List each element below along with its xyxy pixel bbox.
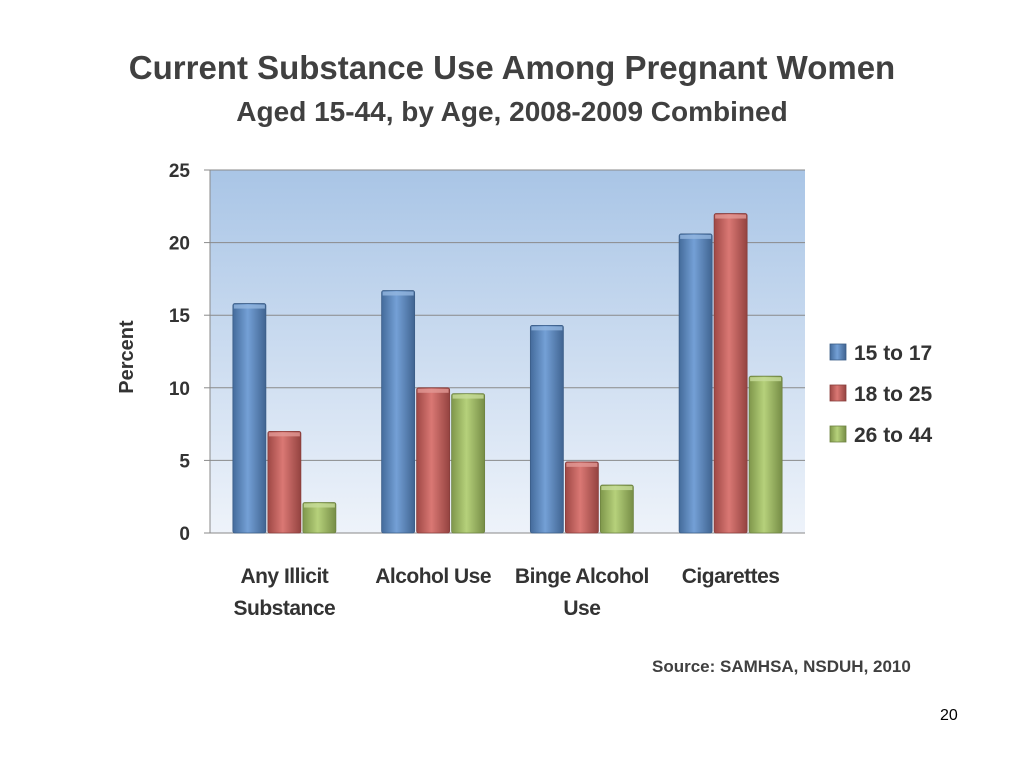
bar-26-to-44-3 (748, 375, 783, 534)
bar-bevel (750, 377, 782, 382)
chart-title: Current Substance Use Among Pregnant Wom… (128, 49, 896, 86)
y-tick-label: 5 (179, 451, 190, 472)
x-category-label: Alcohol Use (375, 565, 491, 588)
x-category-label: Cigarettes (682, 565, 780, 588)
bar-bevel (680, 234, 712, 239)
bar-bevel (566, 462, 598, 467)
legend-swatch (829, 343, 847, 361)
bar-bevel (601, 486, 633, 491)
axis-labels: 0 5 10 15 20 25 Percent Any Illicit Substance Alc… (116, 161, 780, 620)
bar-15-to-17-1 (381, 290, 416, 534)
bar-26-to-44-0 (302, 502, 337, 534)
bar-26-to-44-1 (451, 393, 486, 534)
y-tick-label: 20 (169, 234, 190, 255)
bar-bevel (531, 326, 563, 331)
y-tick-label: 15 (169, 306, 191, 327)
bar-15-to-17-3 (678, 233, 713, 534)
legend-swatch (829, 384, 847, 402)
chart-subtitle: Aged 15-44, by Age, 2008-2009 Combined (236, 96, 788, 127)
y-tick-label: 25 (169, 161, 191, 182)
source-note: Source: SAMHSA, NSDUH, 2010 (652, 657, 911, 676)
bar-15-to-17-2 (529, 324, 564, 534)
y-tick-label: 0 (179, 524, 190, 545)
bar-18-to-25-0 (267, 430, 302, 534)
x-category-label: Substance (234, 597, 336, 620)
legend-label: 15 to 17 (854, 342, 932, 365)
y-axis-label: Percent (116, 320, 138, 394)
legend-label: 18 to 25 (854, 383, 933, 406)
slide-number: 20 (940, 707, 958, 724)
legend-swatch (829, 425, 847, 443)
x-category-label: Binge Alcohol (515, 565, 649, 588)
legend: 15 to 17 18 to 25 26 to 44 (829, 342, 933, 447)
bar-18-to-25-3 (713, 213, 748, 534)
bar-bevel (382, 291, 414, 296)
bar-bevel (417, 388, 449, 393)
bar-26-to-44-2 (599, 484, 634, 534)
bar-bevel (452, 394, 484, 399)
bar-bevel (303, 503, 335, 508)
bar-bevel (268, 432, 300, 437)
x-category-label: Any Illicit (240, 565, 328, 588)
bar-15-to-17-0 (232, 303, 267, 534)
bar-18-to-25-1 (416, 387, 451, 534)
legend-label: 26 to 44 (854, 424, 933, 447)
bar-bevel (715, 214, 747, 219)
bars (232, 213, 783, 534)
y-tick-label: 10 (169, 379, 190, 400)
bar-18-to-25-2 (564, 461, 599, 534)
x-category-label: Use (563, 597, 600, 620)
bar-bevel (233, 304, 265, 309)
